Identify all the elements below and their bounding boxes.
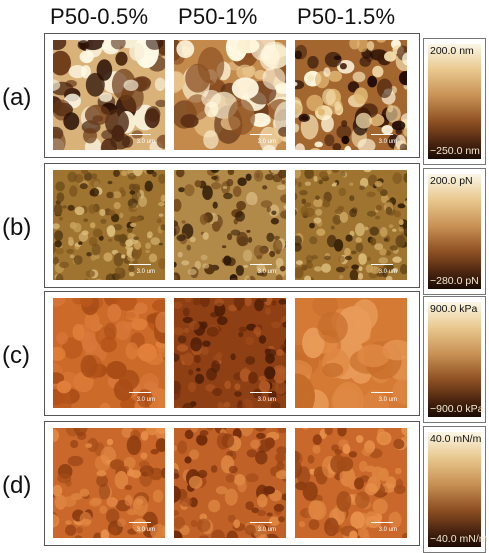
afm-image-tile: 3.0 um xyxy=(53,428,165,538)
afm-image-tile: 3.0 um xyxy=(295,428,407,538)
scale-bar xyxy=(371,392,393,393)
column-header-p50-1.5: P50-1.5% xyxy=(297,4,396,29)
afm-image-tile: 3.0 um xyxy=(295,40,407,150)
scale-bar-label: 3.0 um xyxy=(378,139,397,145)
scale-bar-label: 3.0 um xyxy=(136,527,155,533)
colorbar-max-label: 900.0 kPa xyxy=(430,303,478,315)
micrograph-texture xyxy=(295,298,407,408)
image-row-frame: 3.0 um 3.0 um 3.0 um xyxy=(44,163,420,288)
afm-image-tile: 3.0 um xyxy=(53,298,165,408)
afm-image-tile: 3.0 um xyxy=(174,428,286,538)
colorbar-min-label: −280.0 pN xyxy=(430,275,479,287)
colorbar-min-label: −40.0 mN/m xyxy=(430,533,488,545)
colorbar-min-label: −900.0 kPa xyxy=(430,403,484,415)
micrograph-texture xyxy=(53,170,165,280)
scale-bar-label: 3.0 um xyxy=(257,397,276,403)
scale-bar-label: 3.0 um xyxy=(257,527,276,533)
micrograph-texture xyxy=(53,40,165,150)
scale-bar-label: 3.0 um xyxy=(257,269,276,275)
scale-bar-label: 3.0 um xyxy=(136,269,155,275)
scale-bar xyxy=(129,264,151,265)
scale-bar xyxy=(250,392,272,393)
scale-bar xyxy=(371,134,393,135)
micrograph-texture xyxy=(295,40,407,150)
row-label: (a) xyxy=(2,84,32,111)
scale-bar xyxy=(250,134,272,135)
row-label: (b) xyxy=(2,214,32,241)
colorbar-gradient xyxy=(428,44,481,159)
micrograph-texture xyxy=(174,298,286,408)
scale-bar xyxy=(129,392,151,393)
scale-bar xyxy=(250,264,272,265)
image-row-frame: 3.0 um 3.0 um 3.0 um xyxy=(44,421,420,546)
afm-image-tile: 3.0 um xyxy=(295,170,407,280)
scale-bar-label: 3.0 um xyxy=(378,527,397,533)
scale-bar-label: 3.0 um xyxy=(136,139,155,145)
image-row-frame: 3.0 um 3.0 um 3.0 um xyxy=(44,291,420,416)
afm-image-tile: 3.0 um xyxy=(174,170,286,280)
micrograph-texture xyxy=(174,40,286,150)
colorbar-max-label: 200.0 pN xyxy=(430,175,473,187)
scale-bar-label: 3.0 um xyxy=(136,397,155,403)
colorbar-max-label: 40.0 mN/m xyxy=(430,433,482,445)
colorbar-gradient xyxy=(428,432,481,547)
afm-image-tile: 3.0 um xyxy=(174,40,286,150)
micrograph-texture xyxy=(174,170,286,280)
colorbar: 200.0 pN −280.0 pN xyxy=(423,168,486,295)
scale-bar xyxy=(371,522,393,523)
scale-bar xyxy=(129,134,151,135)
afm-image-tile: 3.0 um xyxy=(53,170,165,280)
colorbar: 900.0 kPa −900.0 kPa xyxy=(423,296,486,423)
afm-image-tile: 3.0 um xyxy=(295,298,407,408)
afm-image-tile: 3.0 um xyxy=(174,298,286,408)
image-row-frame: 3.0 um 3.0 um 3.0 um xyxy=(44,33,420,158)
micrograph-texture xyxy=(174,428,286,538)
colorbar-gradient xyxy=(428,174,481,289)
afm-image-tile: 3.0 um xyxy=(53,40,165,150)
column-header-p50-1: P50-1% xyxy=(178,4,258,29)
micrograph-texture xyxy=(53,298,165,408)
column-header-p50-0.5: P50-0.5% xyxy=(50,4,149,29)
micrograph-texture xyxy=(53,428,165,538)
scale-bar-label: 3.0 um xyxy=(257,139,276,145)
micrograph-texture xyxy=(295,428,407,538)
scale-bar-label: 3.0 um xyxy=(378,269,397,275)
scale-bar xyxy=(250,522,272,523)
colorbar: 200.0 nm −250.0 nm xyxy=(423,38,486,165)
colorbar: 40.0 mN/m −40.0 mN/m xyxy=(423,426,488,553)
micrograph-texture xyxy=(295,170,407,280)
row-label: (d) xyxy=(2,472,32,499)
scale-bar xyxy=(129,522,151,523)
scale-bar xyxy=(371,264,393,265)
scale-bar-label: 3.0 um xyxy=(378,397,397,403)
colorbar-min-label: −250.0 nm xyxy=(430,145,480,157)
row-label: (c) xyxy=(2,342,30,369)
colorbar-gradient xyxy=(428,302,481,417)
colorbar-max-label: 200.0 nm xyxy=(430,45,474,57)
